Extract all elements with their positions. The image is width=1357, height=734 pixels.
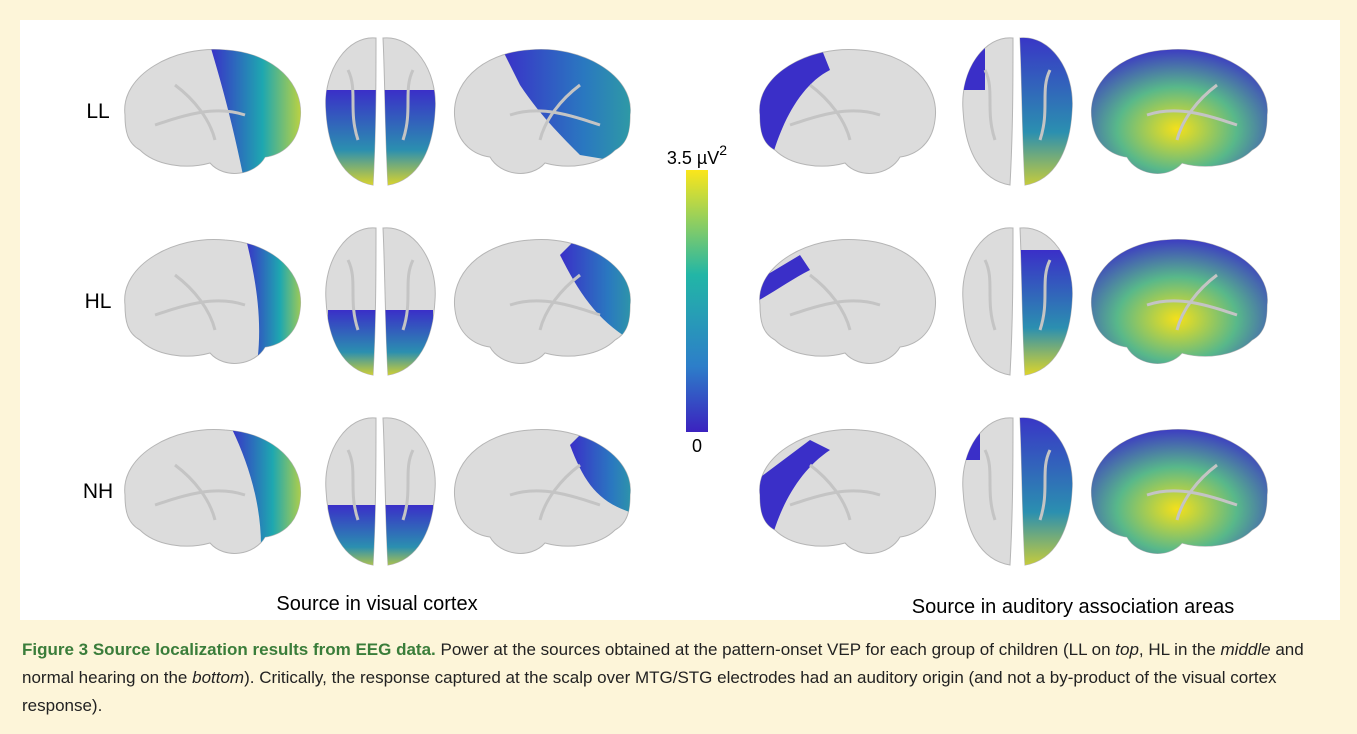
brain	[1090, 238, 1268, 364]
sulcus	[1146, 273, 1238, 331]
sulcus	[983, 259, 1052, 331]
sulcus	[509, 83, 601, 141]
colorbar-max-text: 3.5 µV	[667, 148, 719, 168]
sulcus	[789, 463, 881, 521]
caption-text: , HL in the	[1138, 640, 1221, 659]
row-label: HL	[85, 290, 112, 313]
brain	[759, 428, 937, 554]
row-label: NH	[83, 480, 113, 503]
sulcus	[1146, 83, 1238, 141]
sulcus	[983, 449, 1052, 521]
activation-patch	[570, 429, 631, 515]
caption-text: ). Critically, the response captured at …	[22, 668, 1277, 715]
sulcus	[983, 69, 1052, 141]
activation	[500, 49, 631, 165]
sulcus	[789, 83, 881, 141]
caption-text: top	[1115, 640, 1139, 659]
activation-patch	[500, 49, 631, 165]
panel-title: Source in auditory association areas	[912, 596, 1234, 618]
sulcus	[154, 83, 246, 141]
brain	[759, 238, 937, 364]
caption-text: and normal hearing on the	[22, 640, 1304, 687]
sulcus	[346, 259, 415, 331]
sulcus	[789, 273, 881, 331]
activation-patch	[759, 255, 810, 305]
row-label: LL	[86, 100, 109, 123]
sulcus	[154, 273, 246, 331]
colorbar-max-label: 3.5 µV2	[667, 142, 727, 168]
activation	[570, 429, 631, 515]
sulcus	[346, 449, 415, 521]
brain-maps	[124, 37, 1268, 566]
colorbar	[686, 170, 708, 432]
brain	[962, 227, 1073, 376]
caption-text: middle	[1220, 640, 1271, 659]
caption-text: bottom	[192, 668, 245, 687]
caption-text: Power at the sources obtained at the pat…	[435, 640, 1116, 659]
sulcus	[1146, 463, 1238, 521]
caption-title: Figure 3 Source localization results fro…	[22, 640, 436, 659]
caption: Figure 3 Source localization results fro…	[22, 636, 1332, 720]
panel-title: Source in visual cortex	[276, 593, 477, 615]
sulcus	[509, 273, 601, 331]
brain	[453, 428, 631, 554]
figure: 3.5 µV2 0 LL HL NH Source in visual cort…	[20, 20, 1340, 620]
colorbar-max-sup: 2	[719, 142, 727, 158]
brain	[453, 48, 631, 174]
brain	[1090, 428, 1268, 554]
sulcus	[154, 463, 246, 521]
sulcus	[346, 69, 415, 141]
brain	[1090, 48, 1268, 174]
brain	[124, 48, 302, 174]
activation	[759, 255, 810, 305]
colorbar-min-label: 0	[692, 436, 702, 456]
sulcus	[509, 463, 601, 521]
